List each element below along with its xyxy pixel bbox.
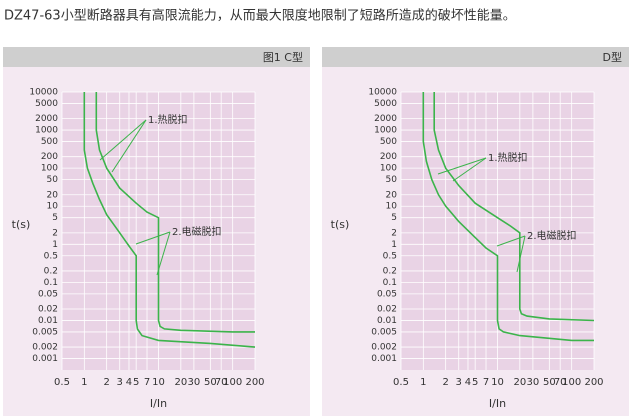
y-tick-label: 2 [391, 228, 397, 238]
y-tick-label: 200 [380, 152, 397, 162]
annotation: 1.热脱扣 [488, 151, 528, 164]
x-tick-label: 70 [215, 377, 228, 388]
leader-line [516, 235, 526, 273]
y-tick-label: 0.2 [383, 266, 397, 276]
y-tick-label: 0.5 [383, 251, 397, 261]
y-tick-label: 0.05 [38, 289, 58, 299]
y-tick-label: 0.005 [371, 327, 397, 337]
x-tick-label: 30 [188, 377, 201, 388]
x-tick-label: 3 [456, 377, 462, 388]
y-tick-label: 0.002 [32, 343, 58, 353]
curve [95, 92, 255, 333]
y-tick-label: 20 [386, 190, 398, 200]
x-tick-label: 2 [442, 377, 448, 388]
y-tick-label: 1000 [374, 126, 397, 136]
x-tick-label: 10 [491, 377, 504, 388]
y-tick-label: 50 [386, 175, 398, 185]
x-tick-label: 50 [543, 377, 556, 388]
y-tick-label: 10 [47, 202, 59, 212]
panel-header [3, 47, 310, 67]
panel-header [322, 47, 629, 67]
y-tick-label: 10 [386, 202, 398, 212]
leader-line [135, 231, 171, 245]
x-tick-label: 30 [527, 377, 540, 388]
x-tick-label: 1 [81, 377, 87, 388]
x-tick-label: 20 [174, 377, 187, 388]
x-tick-label: 50 [204, 377, 217, 388]
curve [433, 92, 595, 322]
x-tick-label: 5 [472, 377, 478, 388]
y-tick-label: 5 [52, 213, 58, 223]
y-tick-label: 0.1 [383, 278, 397, 288]
y-tick-label: 0.002 [371, 343, 397, 353]
curve [422, 92, 594, 342]
y-axis-label: t(s) [331, 218, 350, 231]
y-tick-label: 1000 [35, 126, 58, 136]
y-tick-label: 0.01 [38, 316, 58, 326]
curve [83, 92, 256, 348]
leader-line [452, 157, 487, 182]
y-tick-label: 2000 [35, 114, 58, 124]
y-axis-label: t(s) [12, 218, 31, 231]
panel-title: 图1 C型 [263, 50, 303, 64]
leader-line [496, 235, 526, 247]
y-tick-label: 0.005 [32, 327, 58, 337]
y-tick-label: 2000 [374, 114, 397, 124]
y-tick-label: 0.01 [377, 316, 397, 326]
leader-line [437, 157, 487, 175]
x-tick-label: 100 [562, 377, 581, 388]
y-tick-label: 0.02 [38, 304, 58, 314]
x-tick-label: 4 [465, 377, 471, 388]
y-tick-label: 200 [41, 152, 58, 162]
annotation: 1.热脱扣 [148, 113, 188, 126]
y-tick-label: 2 [52, 228, 58, 238]
y-tick-label: 0.001 [32, 354, 58, 364]
y-tick-label: 20 [47, 190, 59, 200]
y-tick-label: 500 [380, 137, 397, 147]
y-tick-label: 0.001 [371, 354, 397, 364]
y-tick-label: 0.1 [44, 278, 58, 288]
y-tick-label: 5 [391, 213, 397, 223]
x-tick-label: 100 [223, 377, 242, 388]
y-tick-label: 0.02 [377, 304, 397, 314]
x-tick-label: 5 [133, 377, 139, 388]
x-tick-label: 7 [144, 377, 150, 388]
x-axis-label: I/In [150, 397, 167, 410]
leader-line [99, 119, 147, 161]
x-tick-label: 4 [126, 377, 132, 388]
x-tick-label: 10 [152, 377, 165, 388]
y-tick-label: 1 [52, 240, 58, 250]
y-tick-label: 10000 [29, 88, 58, 98]
y-tick-label: 100 [380, 164, 397, 174]
y-tick-label: 5000 [35, 99, 58, 109]
heading: DZ47-63小型断路器具有高限流能力，从而最大限度地限制了短路所造成的破坏性能… [4, 8, 516, 24]
leader-line [156, 231, 171, 276]
x-tick-label: 70 [554, 377, 567, 388]
x-tick-label: 1 [420, 377, 426, 388]
x-tick-label: 20 [513, 377, 526, 388]
y-tick-label: 5000 [374, 99, 397, 109]
y-tick-label: 0.2 [44, 266, 58, 276]
y-tick-label: 10000 [368, 88, 397, 98]
y-tick-label: 100 [41, 164, 58, 174]
x-tick-label: 2 [103, 377, 109, 388]
x-tick-label: 200 [245, 377, 264, 388]
leader-line [111, 119, 147, 173]
annotation: 2.电磁脱扣 [527, 229, 577, 242]
x-tick-label: 7 [483, 377, 489, 388]
y-tick-label: 500 [41, 137, 58, 147]
x-tick-label: 0.5 [54, 377, 70, 388]
annotation: 2.电磁脱扣 [172, 225, 222, 238]
x-tick-label: 3 [117, 377, 123, 388]
x-tick-label: 0.5 [393, 377, 409, 388]
y-tick-label: 50 [47, 175, 59, 185]
y-tick-label: 0.05 [377, 289, 397, 299]
x-axis-label: I/In [489, 397, 506, 410]
panel-title: D型 [603, 50, 622, 64]
y-tick-label: 1 [391, 240, 397, 250]
y-tick-label: 0.5 [44, 251, 58, 261]
x-tick-label: 200 [584, 377, 603, 388]
